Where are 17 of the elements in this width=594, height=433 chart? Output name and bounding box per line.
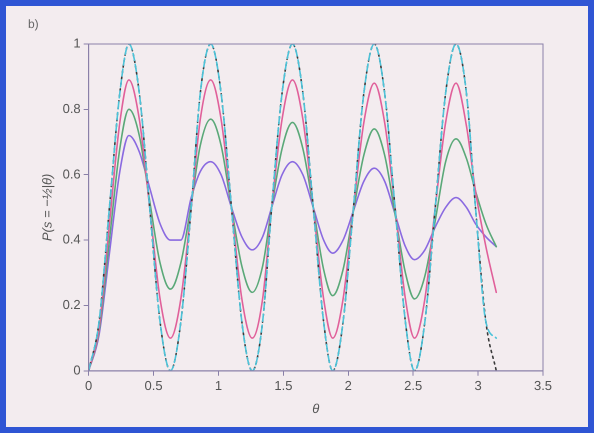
text: b) [28, 17, 39, 31]
x-tick-label: 3 [474, 378, 482, 394]
x-tick-label: 0.5 [144, 378, 163, 394]
x-tick-label: 3.5 [534, 378, 552, 394]
y-tick-label: 0 [73, 362, 81, 378]
x-tick-label: 1 [214, 378, 222, 394]
y-tick-label: 0.4 [62, 232, 81, 247]
x-tick-label: 1.5 [274, 378, 292, 394]
x-axis-title: θ [312, 400, 320, 416]
y-axis-title: P(s = −½|θ) [39, 174, 54, 242]
x-tick-label: 0 [85, 378, 92, 394]
y-tick-label: 0.6 [62, 166, 81, 182]
x-tick-label: 2.5 [404, 378, 422, 394]
y-tick-label: 1 [73, 36, 81, 51]
x-tick-label: 2 [344, 378, 352, 394]
y-tick-label: 0.8 [62, 100, 81, 116]
y-tick-label: 0.2 [62, 297, 81, 312]
